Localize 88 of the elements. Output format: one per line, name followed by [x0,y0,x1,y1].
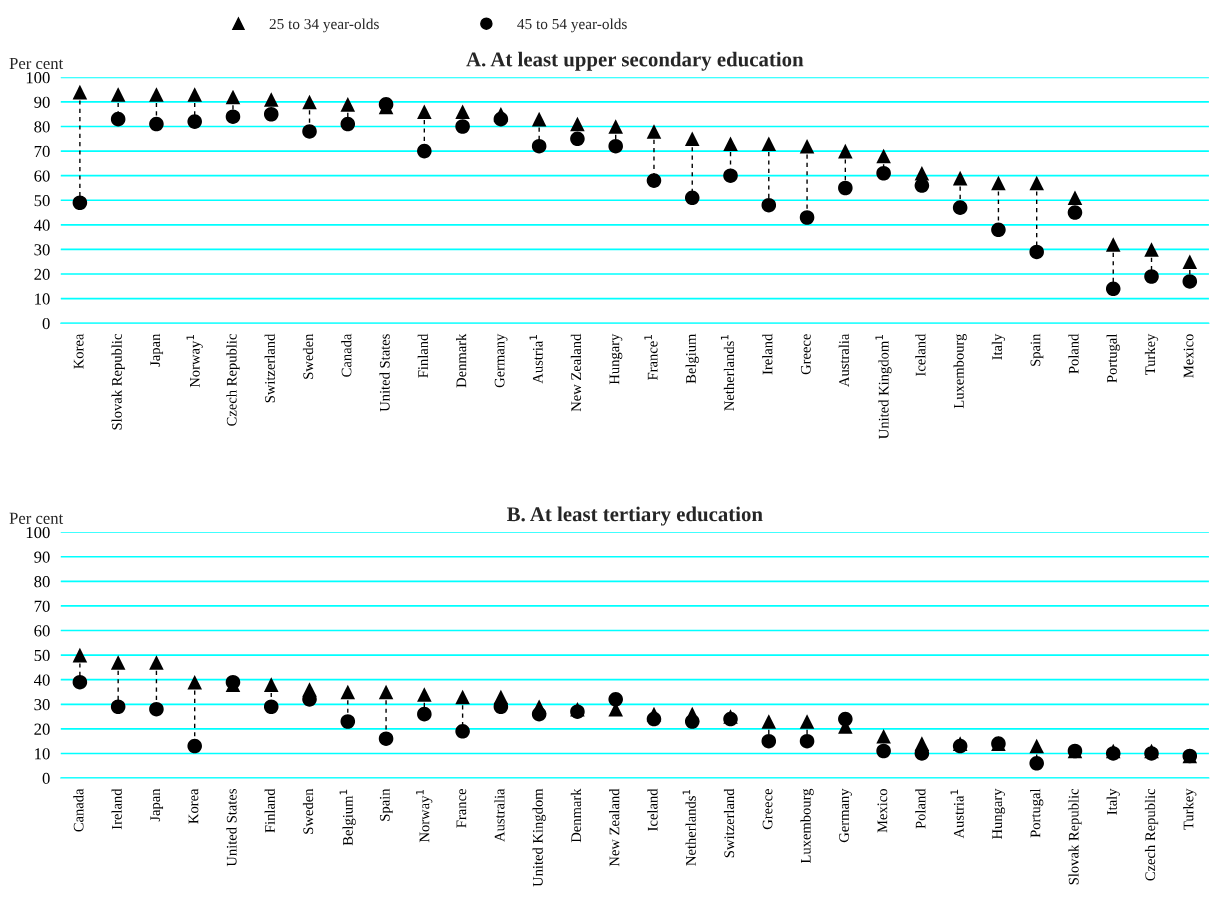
y-tick-label: 40 [33,674,50,686]
x-tick-label: Luxembourg [800,788,814,864]
x-tick-label: Greece [762,788,773,830]
y-tick-label: 20 [34,723,50,735]
x-tick-label: Austria$^{1}$ [529,335,543,384]
x-tick-label: United Kingdom$^{1}$ [875,335,892,439]
y-tick-label: 50 [34,194,50,207]
y-tick-label: 90 [34,551,50,563]
x-tick-label: Poland [1068,333,1079,374]
x-tick-label: Italy [991,333,1006,360]
x-tick-label: Turkey [1144,333,1159,375]
y-tick-label: 40 [33,219,50,231]
x-tick-label: Hungary [992,788,1006,840]
x-tick-label: Iceland [915,333,926,377]
x-tick-label: Germany [839,788,852,843]
y-tick-label: 80 [34,121,50,133]
x-tick-label: Denmark [456,333,467,388]
y-tick-label: 50 [34,649,50,662]
legend-label: 45 to 54 year-olds [517,18,627,33]
x-tick-label: Canada [73,788,84,832]
x-tick-label: France [456,788,467,828]
x-tick-label: Germany [494,333,508,388]
y-tick-label: 60 [34,625,50,637]
x-tick-label: Norway$^{1}$ [186,335,203,388]
x-tick-label: Iceland [647,788,658,831]
x-tick-label: Belgium$^{1}$ [339,789,356,846]
x-tick-label: Ireland [762,333,773,375]
x-tick-label: Canada [341,333,352,377]
x-tick-label: United States [226,789,237,867]
x-tick-label: Portugal [1030,788,1044,838]
y-tick-label: 30 [34,244,50,256]
x-tick-label: Finland [417,333,428,378]
x-tick-label: Mexico [877,789,888,833]
x-tick-label: France$^{1}$ [644,335,658,381]
y-tick-label: 20 [34,268,50,280]
x-tick-label: Poland [915,788,926,829]
x-tick-label: Sweden [302,788,314,834]
x-tick-label: Australia [494,788,505,842]
x-tick-label: United States [379,334,390,412]
x-tick-label: Mexico [1183,334,1194,378]
x-tick-label: Switzerland [264,333,275,403]
y-tick-label: 100 [26,72,50,84]
y-tick-label: 30 [34,698,50,711]
x-tick-label: Korea [188,788,199,824]
x-tick-label: Italy [1106,788,1120,815]
y-axis-title: Per cent [9,512,64,524]
chart-title: A. At least upper secondary education [466,51,804,71]
x-tick-label: Norway$^{1}$ [416,789,433,843]
y-tick-label: 100 [26,526,50,539]
x-tick-label: Netherlands$^{1}$ [682,789,696,866]
y-tick-label: 10 [35,293,50,305]
x-tick-label: Spain [1030,333,1044,366]
x-tick-label: Slovak Republic [111,334,125,430]
x-tick-label: Luxembourg [953,333,967,409]
y-tick-label: 70 [34,145,50,158]
x-tick-label: Turkey [1183,788,1197,830]
x-tick-label: New Zealand [570,333,582,412]
x-tick-label: Japan [150,788,164,822]
x-tick-label: United Kingdom [532,788,546,887]
x-tick-label: Korea [73,333,84,369]
chart-title: B. At least tertiary education [507,506,763,526]
y-axis-title: Per cent [9,57,64,70]
x-tick-label: Japan [150,333,164,367]
x-tick-label: Slovak Republic [1068,788,1082,885]
y-tick-label: 80 [34,576,50,588]
x-tick-label: New Zealand [609,788,620,867]
x-tick-label: Austria$^{1}$ [950,789,964,839]
x-tick-label: Belgium [685,333,699,384]
x-tick-label: Australia [838,333,849,387]
y-tick-label: 10 [35,748,50,760]
y-tick-label: 0 [42,317,50,330]
x-tick-label: Spain [379,788,393,821]
y-tick-label: 90 [34,96,50,108]
y-tick-label: 70 [34,600,50,612]
x-tick-label: Netherlands$^{1}$ [720,335,735,411]
y-tick-label: 0 [42,772,50,784]
x-tick-label: Greece [800,334,811,375]
x-tick-label: Finland [264,788,275,833]
x-tick-label: Hungary [609,333,623,385]
x-tick-label: Czech Republic [226,334,240,426]
x-tick-label: Sweden [302,333,314,379]
y-tick-label: 60 [34,170,50,182]
x-tick-label: Ireland [111,788,122,830]
x-tick-label: Switzerland [723,788,735,858]
legend-label: 25 to 34 year-olds [269,18,379,33]
x-tick-label: Denmark [570,788,582,843]
x-tick-label: Portugal [1106,333,1120,383]
x-tick-label: Czech Republic [1144,788,1159,881]
